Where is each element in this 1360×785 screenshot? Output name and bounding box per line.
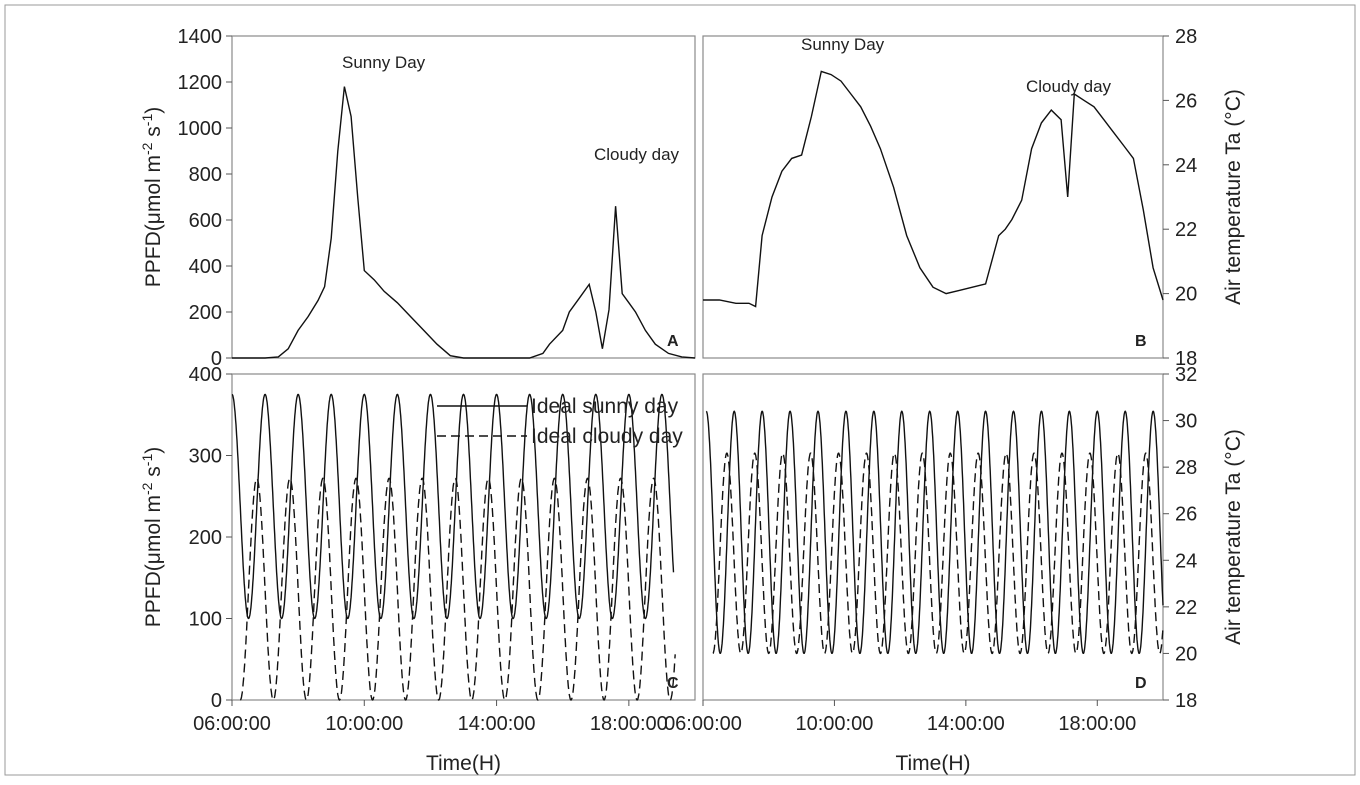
panel-c-y-ticks: 0 100 200 300 400 xyxy=(189,364,232,712)
panel-b-y-ticks: 18 20 22 24 26 28 xyxy=(1163,26,1197,370)
y-tick-label: 18 xyxy=(1175,690,1197,712)
x-tick-label: 14:00:00 xyxy=(927,713,1005,735)
figure-border-rect xyxy=(4,4,1356,776)
panel-b-y-label: Air temperature Ta (°C) xyxy=(1222,89,1245,305)
panel-c-x-label: Time(H) xyxy=(426,752,501,775)
y-tick-label: 300 xyxy=(189,446,222,468)
y-tick-label: 24 xyxy=(1175,155,1197,177)
y-tick-label: 20 xyxy=(1175,643,1197,665)
y-tick-label: 18 xyxy=(1175,348,1197,370)
y-tick-label: 30 xyxy=(1175,411,1197,433)
y-tick-label: 0 xyxy=(211,348,222,370)
panel-c-series-ideal-sunny xyxy=(231,393,675,620)
panel-d-x-label: Time(H) xyxy=(895,752,970,775)
panel-b-frame xyxy=(702,35,1164,359)
panel-a-annotation-cloudy: Cloudy day xyxy=(594,145,680,164)
y-tick-label: 26 xyxy=(1175,504,1197,526)
y-tick-label: 0 xyxy=(211,690,222,712)
panel-c: 0 100 200 300 400 06:00:00 10:00:00 14:00:00 18… xyxy=(139,364,696,775)
panel-d-x-ticks: 06:00:00 10:00:00 14:00:00 18:00:00 xyxy=(664,700,1136,735)
panel-a-y-ticks: 0 200 400 600 800 1000 1200 1400 xyxy=(178,26,232,370)
y-tick-label: 100 xyxy=(189,609,222,631)
y-tick-label: 26 xyxy=(1175,90,1197,112)
y-tick-label: 1200 xyxy=(178,72,223,94)
panel-a-frame xyxy=(231,35,696,359)
panel-b-annotation-sunny: Sunny Day xyxy=(801,35,885,54)
y-tick-label: 22 xyxy=(1175,219,1197,241)
panel-d-frame xyxy=(702,373,1164,701)
panel-c-legend: Ideal sunny day Ideal cloudy day xyxy=(437,395,683,448)
panel-a-annotation-sunny: Sunny Day xyxy=(342,53,426,72)
x-tick-label: 18:00:00 xyxy=(590,713,668,735)
panel-b-annotation-cloudy: Cloudy day xyxy=(1026,77,1112,96)
panel-c-series-ideal-cloudy xyxy=(239,477,676,701)
y-tick-label: 400 xyxy=(189,256,222,278)
panel-a-label: A xyxy=(667,333,679,350)
legend-label-ideal-cloudy: Ideal cloudy day xyxy=(531,425,683,448)
x-tick-label: 10:00:00 xyxy=(325,713,403,735)
y-tick-label: 200 xyxy=(189,302,222,324)
y-tick-label: 1000 xyxy=(178,118,223,140)
x-tick-label: 10:00:00 xyxy=(795,713,873,735)
figure-border xyxy=(4,4,1356,776)
y-tick-label: 400 xyxy=(189,364,222,386)
y-tick-label: 600 xyxy=(189,210,222,232)
panel-d-y-ticks: 18 20 22 24 26 28 30 32 xyxy=(1163,364,1197,712)
y-tick-label: 28 xyxy=(1175,26,1197,48)
x-tick-label: 14:00:00 xyxy=(458,713,536,735)
panel-d-series-ideal-cloudy xyxy=(712,452,1164,655)
panel-a: 0 200 400 600 800 1000 1200 1400 PPFD(μmol m-2 … xyxy=(139,26,696,370)
panel-c-x-ticks: 06:00:00 10:00:00 14:00:00 18:00:00 xyxy=(193,700,668,735)
y-tick-label: 200 xyxy=(189,527,222,549)
y-tick-label: 22 xyxy=(1175,597,1197,619)
legend-label-ideal-sunny: Ideal sunny day xyxy=(531,395,679,418)
panel-c-y-label: PPFD(μmol m-2 s-1) xyxy=(139,447,165,628)
y-tick-label: 32 xyxy=(1175,364,1197,386)
x-tick-label: 06:00:00 xyxy=(664,713,742,735)
panel-c-label: C xyxy=(667,675,679,692)
panel-d-y-label: Air temperature Ta (°C) xyxy=(1222,429,1245,645)
panel-d-series-ideal-sunny xyxy=(705,410,1164,654)
y-tick-label: 28 xyxy=(1175,457,1197,479)
y-tick-label: 1400 xyxy=(178,26,223,48)
y-tick-label: 24 xyxy=(1175,550,1197,572)
panel-b-series-line xyxy=(703,70,1164,308)
x-tick-label: 06:00:00 xyxy=(193,713,271,735)
panel-a-y-label: PPFD(μmol m-2 s-1) xyxy=(139,107,165,288)
panel-b: 18 20 22 24 26 28 Air temperature Ta (°C) Sun… xyxy=(702,26,1245,370)
panel-a-series-line xyxy=(232,86,696,359)
y-tick-label: 800 xyxy=(189,164,222,186)
y-tick-label: 20 xyxy=(1175,284,1197,306)
x-tick-label: 18:00:00 xyxy=(1058,713,1136,735)
panel-b-label: B xyxy=(1135,333,1147,350)
panel-d-label: D xyxy=(1135,675,1147,692)
panel-d: 18 20 22 24 26 28 30 32 06:00:00 10:00:00 14:00:0… xyxy=(664,364,1245,775)
